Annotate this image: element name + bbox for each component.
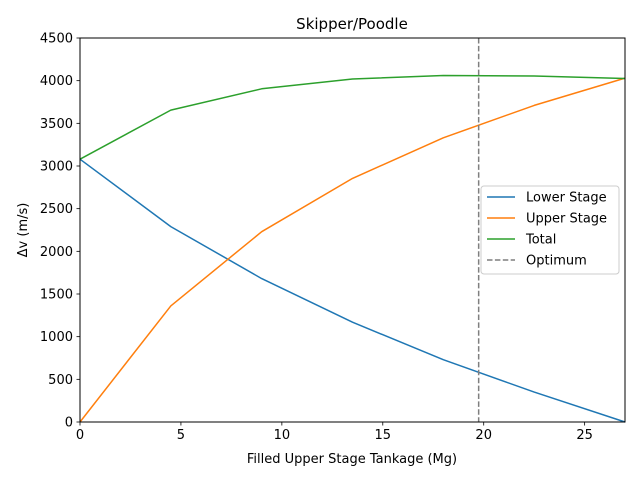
y-tick-label: 1500	[40, 288, 73, 303]
x-axis-label: Filled Upper Stage Tankage (Mg)	[247, 452, 457, 467]
chart-title: Skipper/Poodle	[296, 15, 408, 33]
plot-frame	[79, 37, 626, 423]
x-tick-label: 25	[576, 428, 593, 443]
y-tick-label: 2000	[40, 245, 73, 260]
y-tick-label: 0	[65, 416, 73, 431]
x-tick-label: 10	[274, 428, 291, 443]
legend-label: Optimum	[526, 254, 587, 269]
x-axis-ticks: 0 5 10 15 20 25	[76, 422, 593, 443]
series-line-lower-stage	[79, 158, 626, 423]
y-tick-label: 4000	[40, 74, 73, 89]
legend-label: Total	[525, 233, 556, 248]
series-line-upper-stage	[79, 77, 626, 423]
y-tick-label: 2500	[40, 202, 73, 217]
series-line-total	[79, 74, 626, 160]
legend-label: Upper Stage	[526, 212, 607, 227]
x-tick-label: 5	[177, 428, 185, 443]
series-layer	[79, 74, 626, 423]
y-tick-label: 3000	[40, 160, 73, 175]
y-axis-ticks: 0 500 1000 1500 2000 2500 3000 3500 4000 4500	[40, 32, 80, 431]
y-tick-label: 3500	[40, 117, 73, 132]
x-tick-label: 20	[475, 428, 492, 443]
x-tick-label: 0	[76, 428, 84, 443]
y-tick-label: 1000	[40, 330, 73, 345]
legend-frame	[480, 185, 620, 275]
legend-label: Lower Stage	[526, 191, 607, 206]
x-tick-label: 15	[375, 428, 392, 443]
y-axis-label: Δv (m/s)	[16, 203, 31, 258]
y-tick-label: 4500	[40, 32, 73, 47]
y-tick-label: 500	[48, 373, 73, 388]
legend: Lower Stage Upper Stage Total Optimum	[480, 185, 620, 275]
